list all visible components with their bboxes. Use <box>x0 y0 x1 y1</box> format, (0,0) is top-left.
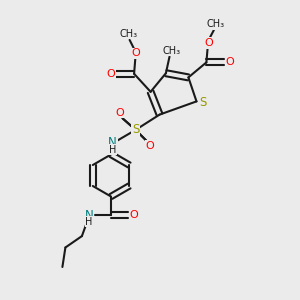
Text: O: O <box>204 38 213 48</box>
Text: O: O <box>146 141 154 151</box>
Text: CH₃: CH₃ <box>206 19 224 29</box>
Text: CH₃: CH₃ <box>163 46 181 56</box>
Text: CH₃: CH₃ <box>119 29 137 39</box>
Text: O: O <box>129 210 138 220</box>
Text: O: O <box>106 69 115 79</box>
Text: O: O <box>115 107 124 118</box>
Text: N: N <box>85 208 94 222</box>
Text: S: S <box>132 123 139 136</box>
Text: N: N <box>108 136 117 149</box>
Text: O: O <box>131 48 140 59</box>
Text: O: O <box>225 57 234 68</box>
Text: S: S <box>199 95 206 109</box>
Text: H: H <box>109 145 116 155</box>
Text: H: H <box>85 217 93 227</box>
